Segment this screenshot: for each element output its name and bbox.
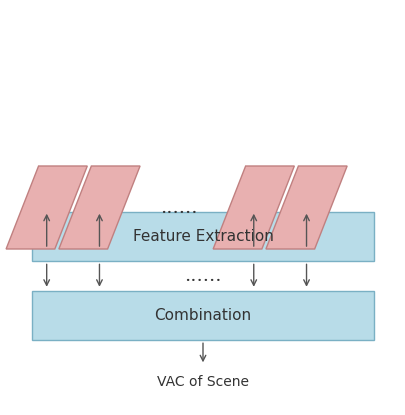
FancyBboxPatch shape	[32, 290, 373, 340]
Polygon shape	[265, 166, 346, 249]
Text: Feature Extraction: Feature Extraction	[132, 229, 273, 244]
Polygon shape	[213, 166, 294, 249]
Text: VAC of Scene: VAC of Scene	[157, 375, 248, 389]
Polygon shape	[6, 166, 87, 249]
Text: Combination: Combination	[154, 308, 251, 323]
Text: ......: ......	[184, 267, 221, 285]
Text: ......: ......	[160, 198, 197, 217]
Polygon shape	[59, 166, 140, 249]
FancyBboxPatch shape	[32, 212, 373, 261]
